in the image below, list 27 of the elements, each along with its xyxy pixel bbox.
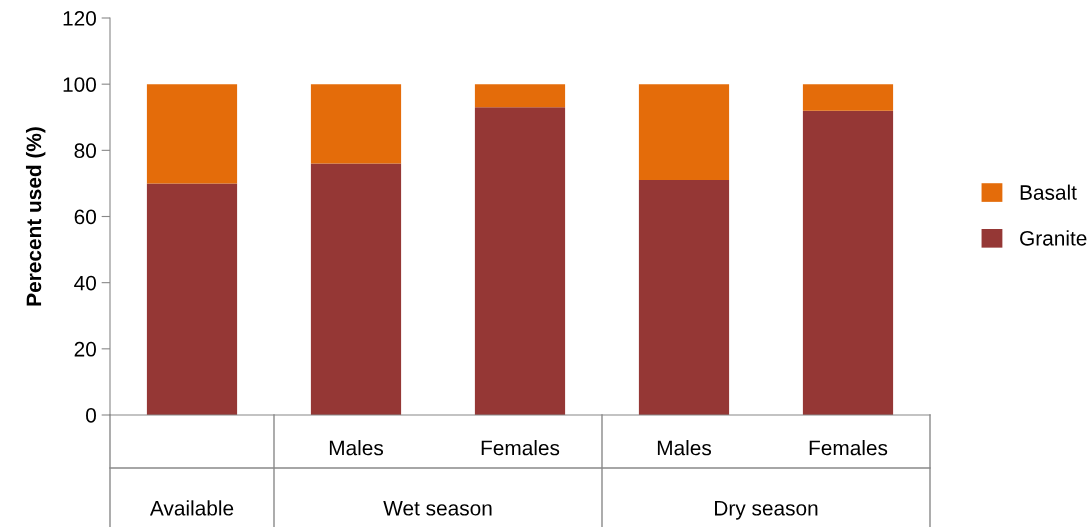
- bar: [638, 84, 730, 181]
- bar: [802, 110, 894, 415]
- x-tick-label: Females: [809, 440, 888, 456]
- y-axis-title: Perecent used (%): [25, 127, 46, 306]
- bar: [146, 183, 238, 415]
- y-tick-label: 80: [74, 143, 96, 159]
- text: Available: [149, 500, 234, 516]
- y-tick-label: 40: [74, 275, 96, 291]
- text: Wet season: [383, 501, 492, 516]
- bar: [802, 84, 894, 111]
- bar: [146, 84, 238, 184]
- legend-label: Granite: [1020, 230, 1087, 246]
- y-tick-label: 0: [86, 408, 96, 423]
- y-tick-label: 20: [74, 341, 96, 357]
- x-tick-label: Males: [329, 440, 384, 456]
- x-tick-label: Males: [657, 440, 712, 456]
- y-tick-label: 60: [74, 209, 96, 225]
- bar: [474, 84, 566, 108]
- bar: [310, 163, 402, 415]
- text: Dry season: [715, 501, 818, 520]
- x-tick-label: Females: [481, 440, 560, 456]
- bar: [310, 84, 402, 164]
- y-tick-label: 120: [63, 11, 96, 26]
- y-tick-label: 100: [63, 77, 96, 92]
- bar: [474, 107, 566, 415]
- legend-label: Basalt: [1020, 184, 1077, 200]
- bar: [638, 180, 730, 415]
